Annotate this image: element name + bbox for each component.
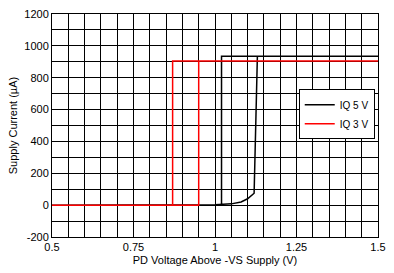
svg-text:1.25: 1.25 [286, 241, 307, 253]
svg-text:Supply Current (µA): Supply Current (µA) [7, 77, 19, 174]
svg-text:1: 1 [212, 241, 218, 253]
svg-text:1.5: 1.5 [370, 241, 385, 253]
svg-text:1200: 1200 [24, 8, 48, 20]
svg-text:IQ 5 V: IQ 5 V [340, 100, 369, 111]
svg-text:600: 600 [30, 103, 48, 115]
svg-text:400: 400 [30, 135, 48, 147]
svg-text:1000: 1000 [24, 40, 48, 52]
svg-text:800: 800 [30, 72, 48, 84]
svg-text:PD Voltage Above -VS Supply (V: PD Voltage Above -VS Supply (V) [133, 254, 297, 266]
svg-text:IQ 3 V: IQ 3 V [340, 119, 369, 130]
svg-text:-200: -200 [27, 231, 49, 243]
svg-text:0.75: 0.75 [123, 241, 144, 253]
svg-text:200: 200 [30, 167, 48, 179]
svg-text:0.5: 0.5 [44, 241, 59, 253]
svg-text:0: 0 [43, 199, 49, 211]
